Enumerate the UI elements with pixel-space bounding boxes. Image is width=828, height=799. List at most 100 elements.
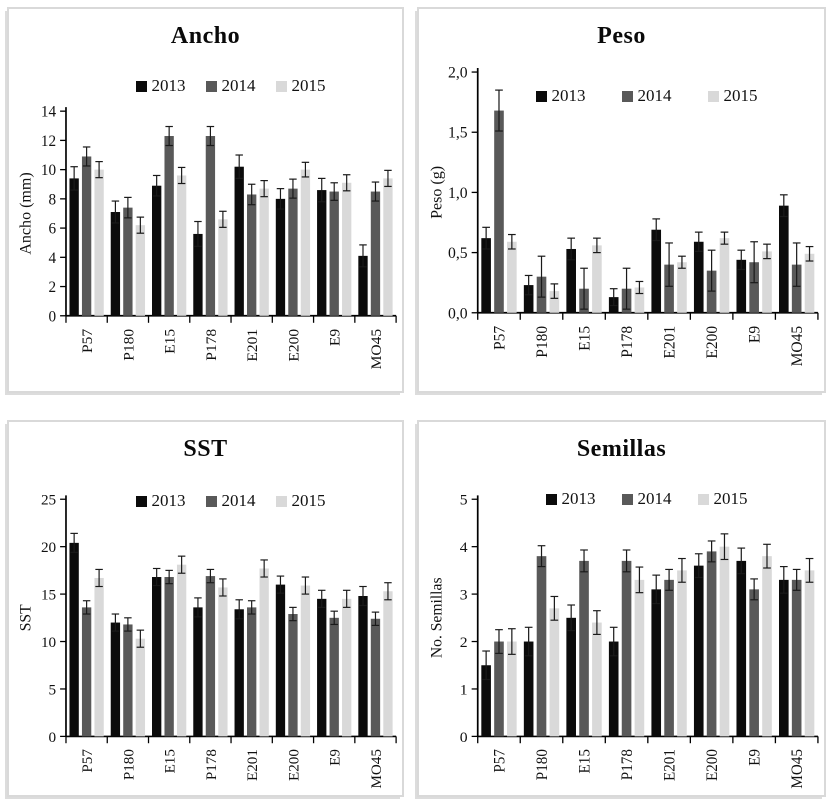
legend-item: 2014	[621, 86, 672, 106]
legend-label: 2013	[561, 489, 596, 508]
legend-swatch-icon	[535, 90, 547, 102]
x-category-label: P180	[534, 326, 551, 358]
x-category-label: E201	[662, 326, 679, 359]
bar-2015-E15	[592, 622, 602, 737]
plot-area-semillas: 0 1 2 3 4 5 P57 P180 E15 P178 E201 E200 E9 MO45 No. Se…	[428, 492, 819, 789]
bar-2013-MO45	[778, 205, 789, 313]
bar-2013-E9	[736, 259, 747, 313]
chart-panel-sst: SST 2013 2014 2015 0 5 10 15 20 25 P57 P180 E15 P…	[7, 420, 404, 797]
bar-2014-E201	[664, 579, 674, 737]
legend-label: 2014	[221, 491, 256, 510]
bar-2014-P180	[123, 207, 133, 316]
bar-2014-E15	[579, 560, 589, 737]
legend-swatch-icon	[205, 495, 217, 507]
x-category-label: E9	[746, 749, 763, 766]
bar-2015-E200	[300, 169, 311, 316]
x-category-label: E200	[704, 326, 721, 359]
legend-label: 2015	[723, 86, 758, 105]
x-category-label: E200	[704, 749, 721, 781]
bar-2015-E15	[592, 245, 602, 313]
x-category-label: MO45	[368, 749, 385, 788]
x-category-label: MO45	[789, 749, 806, 789]
y-axis-title: SST	[18, 604, 35, 631]
chart-title: SST	[183, 436, 228, 462]
x-category-label: P180	[120, 749, 137, 780]
x-category-label: P178	[619, 326, 636, 358]
legend: 2013 2014 2015	[475, 86, 818, 106]
bar-2015-E201	[259, 188, 269, 316]
x-category-label: MO45	[789, 326, 806, 367]
legend-swatch-icon	[697, 493, 709, 505]
bar-2013-P178	[193, 607, 203, 737]
bar-2015-E15	[176, 564, 187, 737]
bar-2015-E201	[677, 570, 687, 737]
y-tick-label: 2	[49, 279, 57, 296]
bar-2014-P57	[81, 607, 92, 737]
bar-2014-MO45	[370, 618, 381, 737]
bar-2014-P57	[81, 156, 92, 316]
x-category-label: P57	[79, 329, 96, 353]
bar-2013-E201	[234, 166, 244, 316]
bar-2014-MO45	[791, 579, 802, 737]
x-category-label: E200	[285, 749, 302, 781]
bar-2015-E201	[259, 568, 269, 737]
y-axis-title: Ancho (mm)	[18, 172, 35, 254]
legend-item: 2014	[621, 489, 672, 509]
y-tick-label: 14	[41, 104, 57, 121]
bar-2013-E15	[152, 577, 162, 737]
bar-2013-P180	[110, 622, 121, 737]
legend-item: 2015	[707, 86, 758, 106]
y-tick-label: 1,0	[448, 185, 468, 202]
chart-title: Peso	[597, 23, 646, 49]
bar-2014-E9	[329, 617, 339, 737]
legend-item: 2013	[135, 76, 186, 96]
y-tick-label: 12	[41, 133, 56, 150]
y-axis-title: No. Semillas	[428, 577, 445, 658]
bar-2013-E200	[275, 198, 286, 316]
x-category-label: P57	[79, 749, 96, 773]
bar-2014-E200	[288, 614, 298, 737]
x-category-label: E15	[576, 749, 593, 774]
x-category-label: E9	[327, 749, 344, 766]
x-category-label: E15	[577, 326, 594, 351]
bar-2015-MO45	[804, 570, 815, 737]
bar-2014-P178	[205, 136, 216, 316]
bar-2014-E15	[164, 136, 174, 316]
bar-2013-E15	[566, 617, 576, 737]
x-category-label: E201	[244, 749, 261, 781]
y-tick-label: 0	[49, 729, 57, 746]
bar-2015-P57	[507, 241, 517, 313]
bar-2014-P57	[494, 641, 504, 737]
bar-2014-E201	[664, 264, 674, 313]
bar-2015-P180	[135, 638, 146, 737]
legend-swatch-icon	[545, 493, 557, 505]
bar-2015-E9	[762, 556, 772, 737]
legend: 2013 2014 2015	[65, 491, 396, 511]
bar-2013-P178	[193, 233, 203, 316]
bar-2013-E15	[566, 248, 576, 313]
bar-2014-E200	[706, 551, 717, 737]
bar-2015-E15	[176, 175, 187, 316]
legend-item: 2015	[275, 76, 326, 96]
y-axis-title: Peso (g)	[428, 166, 445, 219]
bar-2013-P180	[110, 212, 121, 316]
bar-2013-P180	[523, 285, 534, 313]
bar-2013-MO45	[778, 579, 789, 737]
bar-2013-E9	[736, 560, 747, 737]
bar-2013-E9	[317, 598, 327, 737]
bar-2015-MO45	[383, 591, 393, 737]
bar-2015-E200	[300, 585, 311, 737]
chart-panel-semillas: Semillas 2013 2014 2015 0 1 2 3 4 5 P57 P180 E15…	[417, 420, 826, 797]
bar-2014-P178	[205, 576, 216, 737]
bar-2015-MO45	[383, 178, 393, 316]
y-tick-label: 5	[49, 681, 57, 698]
bar-2014-E201	[247, 194, 257, 316]
bar-2014-E9	[329, 191, 339, 316]
bar-2013-P180	[523, 641, 534, 737]
x-category-label: E15	[162, 749, 179, 773]
bar-2013-E15	[152, 185, 162, 316]
plot-area-sst: 0 5 10 15 20 25 P57 P180 E15 P178 E201 E200 E9 MO45 SS…	[18, 492, 397, 789]
bar-2015-P178	[634, 287, 645, 313]
bar-2013-P57	[481, 665, 491, 737]
bar-2014-P178	[621, 560, 632, 737]
